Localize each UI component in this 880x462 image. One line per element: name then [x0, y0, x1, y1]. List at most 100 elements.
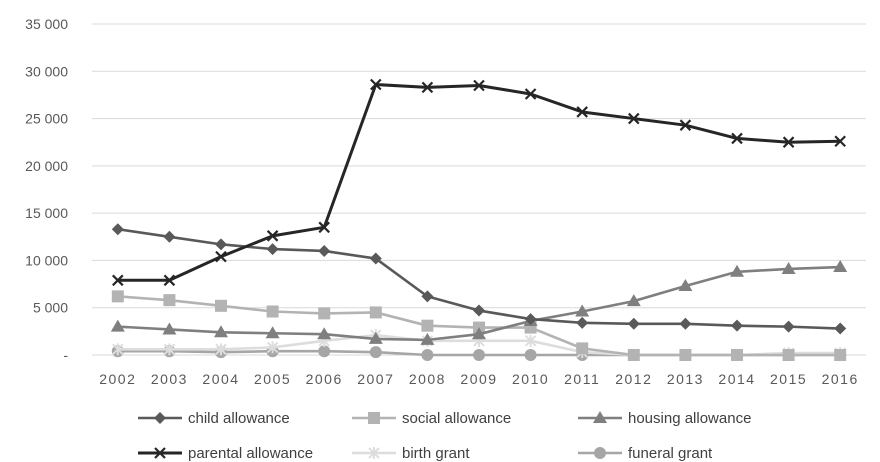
legend-marker [368, 447, 380, 459]
parental-allowance-point [318, 221, 330, 234]
x-tick-label: 2009 [460, 371, 497, 387]
birth-grant-point [524, 334, 537, 347]
y-tick-label: 15 000 [25, 205, 68, 221]
housing-allowance-point [781, 261, 796, 274]
parental-allowance-point [421, 81, 434, 94]
y-tick-label: - [63, 347, 68, 363]
funeral-grant-point [473, 349, 485, 361]
series-housing-allowance [110, 260, 848, 345]
x-tick-label: 2006 [306, 371, 343, 387]
child-allowance-point [215, 238, 227, 251]
series-parental-allowance [112, 78, 846, 287]
y-tick-label: 5 000 [33, 300, 68, 316]
birth-grant-point [163, 343, 176, 356]
x-tick-label: 2015 [770, 371, 807, 387]
legend-label: housing allowance [628, 410, 751, 427]
child-allowance-point [369, 252, 382, 265]
child-allowance-point [834, 322, 847, 335]
housing-allowance-point [420, 332, 435, 345]
housing-allowance-point [162, 322, 177, 335]
y-tick-label: 10 000 [25, 252, 68, 268]
housing-allowance-point [317, 327, 332, 340]
housing-allowance-point [214, 325, 228, 338]
social-allowance-point [215, 299, 227, 312]
legend-marker [368, 412, 380, 424]
y-tick-label: 20 000 [25, 158, 68, 174]
series-lines [110, 78, 848, 361]
legend-label: child allowance [188, 410, 290, 427]
legend-item-birth-grant: birth grant [352, 445, 470, 462]
parental-allowance-point [215, 250, 227, 263]
x-tick-label: 2008 [409, 371, 446, 387]
legend-item-parental-allowance: parental allowance [138, 445, 313, 462]
social-allowance-point [163, 294, 176, 307]
x-tick-label: 2007 [357, 371, 394, 387]
legend-item-housing-allowance: housing allowance [578, 410, 751, 427]
parental-allowance-point [163, 274, 176, 287]
legend-item-funeral-grant: funeral grant [578, 445, 713, 462]
x-tick-label: 2005 [254, 371, 291, 387]
housing-allowance-point [626, 294, 641, 307]
parental-allowance-line [117, 83, 841, 282]
legend-marker [154, 447, 166, 459]
legend: child allowance social allowance housing a… [138, 410, 751, 462]
housing-allowance-point [368, 331, 383, 344]
x-tick-label: 2003 [151, 371, 188, 387]
x-tick-label: 2010 [512, 371, 549, 387]
parental-allowance-point [576, 106, 588, 118]
parental-allowance-point [782, 136, 795, 148]
parental-allowance-point [112, 274, 124, 287]
series-child-allowance [111, 223, 847, 335]
child-allowance-point [421, 290, 434, 303]
social-allowance-point [318, 307, 331, 320]
housing-allowance-point [575, 304, 590, 317]
child-allowance-point [473, 304, 485, 317]
social-allowance-point [834, 349, 847, 361]
funeral-grant-point [421, 349, 434, 361]
legend-item-child-allowance: child allowance [138, 410, 290, 427]
legend-label: social allowance [402, 410, 511, 427]
child-allowance-point [679, 317, 692, 330]
parental-allowance-point [834, 135, 846, 148]
housing-allowance-point [833, 260, 848, 273]
parental-allowance-point [628, 112, 640, 125]
funeral-grant-point [524, 349, 537, 361]
x-tick-label: 2014 [718, 371, 755, 387]
parental-allowance-point [266, 230, 279, 242]
social-allowance-point [421, 319, 434, 332]
child-allowance-point [627, 317, 640, 330]
x-tick-label: 2002 [99, 371, 136, 387]
birth-grant-point [112, 343, 124, 356]
housing-allowance-point [730, 264, 744, 277]
social-allowance-point [731, 349, 743, 361]
child-allowance-point [318, 244, 331, 257]
legend-marker [594, 447, 606, 459]
funeral-grant-point [318, 345, 331, 358]
parental-allowance-point [679, 119, 692, 131]
child-allowance-point [524, 313, 537, 326]
birth-grant-point [266, 341, 279, 354]
child-allowance-point [576, 316, 589, 329]
child-allowance-point [111, 223, 124, 236]
funeral-grant-point [369, 346, 382, 359]
child-allowance-point [782, 320, 795, 333]
child-allowance-point [731, 319, 743, 332]
x-tick-label: 2012 [615, 371, 652, 387]
y-tick-label: 25 000 [25, 111, 68, 127]
legend-marker [593, 411, 607, 423]
parental-allowance-point [731, 132, 743, 145]
x-axis-tick-labels: 2002 2003 2004 2005 2006 2007 2008 2009 2010 2011… [99, 371, 859, 387]
legend-marker [154, 412, 166, 424]
x-tick-label: 2011 [564, 371, 600, 387]
social-allowance-point [679, 349, 692, 361]
y-tick-label: 30 000 [25, 63, 68, 79]
social-allowance-point [369, 306, 382, 319]
child-allowance-point [163, 230, 176, 243]
parental-allowance-point [370, 78, 382, 91]
social-allowance-point [111, 290, 124, 303]
y-tick-label: 35 000 [25, 16, 68, 32]
x-tick-label: 2016 [822, 371, 859, 387]
housing-allowance-point [472, 327, 486, 340]
parental-allowance-point [473, 79, 485, 92]
